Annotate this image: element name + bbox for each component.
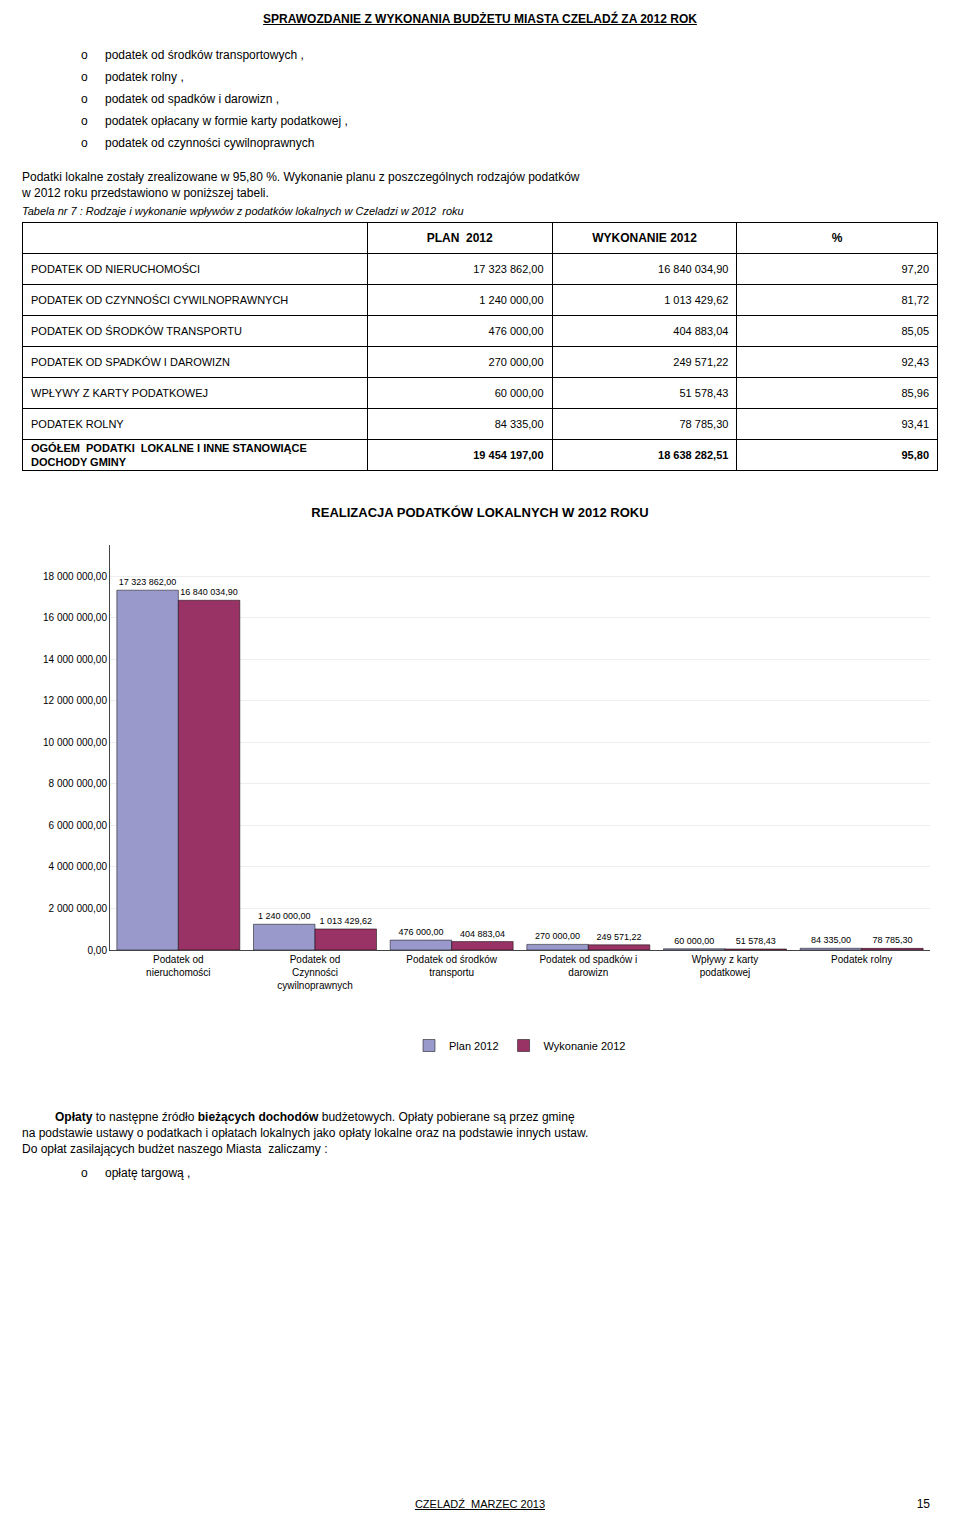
html-text:o: o (81, 70, 88, 84)
svg-text:16 840 034,90: 16 840 034,90 (180, 587, 238, 597)
svg-text:16 000 000,00: 16 000 000,00 (43, 612, 107, 623)
html-text:PODATEK OD ŚRODKÓW TRANSPORTU: PODATEK OD ŚRODKÓW TRANSPORTU (31, 325, 242, 337)
html-text:podatek od środków transportow: podatek od środków transportowych , (105, 48, 304, 62)
svg-text:Podatek od środkówtransportu: Podatek od środkówtransportu (406, 954, 497, 978)
html-text:51 578,43: 51 578,43 (679, 387, 729, 399)
html-text:18 638 282,51: 18 638 282,51 (658, 449, 729, 461)
svg-text:2 000 000,00: 2 000 000,00 (49, 903, 108, 914)
html-text:476 000,00: 476 000,00 (488, 325, 544, 337)
html-text:60 000,00: 60 000,00 (494, 387, 544, 399)
html-text:WYKONANIE 2012: WYKONANIE 2012 (592, 231, 697, 245)
svg-text:Plan 2012: Plan 2012 (449, 1040, 499, 1052)
svg-text:1 240 000,00: 1 240 000,00 (258, 911, 311, 921)
html-text:opłatę targową ,: opłatę targową , (105, 1166, 191, 1180)
html-text:84 335,00: 84 335,00 (494, 418, 544, 430)
html-text:85,96: 85,96 (901, 387, 929, 399)
html-text:Tabela nr 7 : Rodzaje i wykona: Tabela nr 7 : Rodzaje i wykonanie wpływó… (22, 205, 464, 217)
html-text:270 000,00: 270 000,00 (488, 356, 544, 368)
html-text:15: 15 (916, 1497, 930, 1511)
svg-text:270 000,00: 270 000,00 (535, 931, 580, 941)
html-text:WPŁYWY Z KARTY PODATKOWEJ: WPŁYWY Z KARTY PODATKOWEJ (31, 387, 209, 399)
html-text:podatek od czynności cywilnopr: podatek od czynności cywilnoprawnych (105, 136, 315, 150)
html-text:81,72: 81,72 (901, 294, 929, 306)
svg-text:78 785,30: 78 785,30 (872, 935, 912, 945)
html-text:17 323 862,00: 17 323 862,00 (473, 263, 544, 275)
svg-text:Wpływy z kartypodatkowej: Wpływy z kartypodatkowej (692, 954, 759, 978)
svg-text:12 000 000,00: 12 000 000,00 (43, 695, 107, 706)
svg-text:1 013 429,62: 1 013 429,62 (319, 916, 372, 926)
svg-text:0,00: 0,00 (88, 945, 108, 956)
html-text:na podstawie ustawy o podatkac: na podstawie ustawy o podatkach i opłata… (22, 1126, 589, 1140)
html-text:OGÓŁEM PODATKI LOKALNE I INNE: OGÓŁEM PODATKI LOKALNE I INNE STANOWIĄCE… (31, 442, 307, 468)
html-text:1 013 429,62: 1 013 429,62 (664, 294, 729, 306)
html-text:97,20: 97,20 (901, 263, 929, 275)
html-text:PLAN 2012: PLAN 2012 (426, 231, 493, 245)
html-text:Podatki lokalne zostały zreali: Podatki lokalne zostały zrealizowane w 9… (22, 170, 580, 184)
svg-text:4 000 000,00: 4 000 000,00 (49, 861, 108, 872)
svg-text:404 883,04: 404 883,04 (460, 929, 505, 939)
html-text:o: o (81, 1166, 88, 1180)
html-text:92,43: 92,43 (901, 356, 929, 368)
svg-text:REALIZACJA PODATKÓW LOKALNYCH: REALIZACJA PODATKÓW LOKALNYCH W 2012 ROK… (311, 505, 648, 520)
svg-text:6 000 000,00: 6 000 000,00 (49, 820, 108, 831)
svg-text:51 578,43: 51 578,43 (736, 936, 776, 946)
html-text:95,80: 95,80 (901, 449, 929, 461)
html-text:o: o (81, 48, 88, 62)
svg-text:476 000,00: 476 000,00 (398, 927, 443, 937)
html-text:podatek opłacany w formie kart: podatek opłacany w formie karty podatkow… (105, 114, 348, 128)
svg-text:10 000 000,00: 10 000 000,00 (43, 737, 107, 748)
html-text:PODATEK OD NIERUCHOMOŚCI: PODATEK OD NIERUCHOMOŚCI (31, 263, 201, 275)
svg-text:Podatek odnieruchomości: Podatek odnieruchomości (146, 954, 210, 978)
html-text:o: o (81, 92, 88, 106)
html-text:16 840 034,90: 16 840 034,90 (658, 263, 729, 275)
html-text:PODATEK ROLNY: PODATEK ROLNY (31, 418, 124, 430)
html-text:1 240 000,00: 1 240 000,00 (479, 294, 544, 306)
html-text:Do opłat zasilających budżet n: Do opłat zasilających budżet naszego Mia… (22, 1142, 328, 1156)
html-text:w 2012 roku przedstawiono w po: w 2012 roku przedstawiono w poniższej ta… (22, 186, 269, 200)
html-text:Opłaty to następne źródło bież: Opłaty to następne źródło bieżących doch… (55, 1110, 575, 1124)
html-text:249 571,22: 249 571,22 (673, 356, 729, 368)
svg-text:Podatek odCzynnościcywilnopraw: Podatek odCzynnościcywilnoprawnych (277, 954, 353, 991)
html-text:o: o (81, 136, 88, 150)
html-text:PODATEK OD SPADKÓW I DAROWIZN: PODATEK OD SPADKÓW I DAROWIZN (31, 356, 230, 368)
html-text:19 454 197,00: 19 454 197,00 (473, 449, 544, 461)
html-text:CZELADŹ MARZEC 2013: CZELADŹ MARZEC 2013 (414, 1498, 546, 1510)
html-text:93,41: 93,41 (901, 418, 929, 430)
svg-text:Wykonanie 2012: Wykonanie 2012 (544, 1040, 626, 1052)
html-text:PODATEK OD CZYNNOŚCI CYWILNOPR: PODATEK OD CZYNNOŚCI CYWILNOPRAWNYCH (31, 294, 289, 306)
svg-text:18 000 000,00: 18 000 000,00 (43, 571, 107, 582)
svg-text:249 571,22: 249 571,22 (597, 932, 642, 942)
html-text:SPRAWOZDANIE Z WYKONANIA BUDŻE: SPRAWOZDANIE Z WYKONANIA BUDŻETU MIASTA … (263, 12, 697, 26)
html-text:o: o (81, 114, 88, 128)
svg-text:Podatek od spadków idarowizn: Podatek od spadków idarowizn (539, 954, 637, 978)
html-text:podatek od spadków i darowizn: podatek od spadków i darowizn , (105, 92, 280, 106)
html-text:78 785,30: 78 785,30 (679, 418, 729, 430)
html-text:404 883,04: 404 883,04 (673, 325, 729, 337)
svg-text:8 000 000,00: 8 000 000,00 (49, 778, 108, 789)
svg-text:84 335,00: 84 335,00 (811, 935, 851, 945)
html-text:85,05: 85,05 (901, 325, 929, 337)
svg-text:14 000 000,00: 14 000 000,00 (43, 654, 107, 665)
html-text:podatek rolny ,: podatek rolny , (105, 70, 184, 84)
svg-text:Podatek rolny: Podatek rolny (831, 954, 892, 965)
svg-text:17 323 862,00: 17 323 862,00 (119, 577, 177, 587)
svg-text:60 000,00: 60 000,00 (674, 936, 714, 946)
